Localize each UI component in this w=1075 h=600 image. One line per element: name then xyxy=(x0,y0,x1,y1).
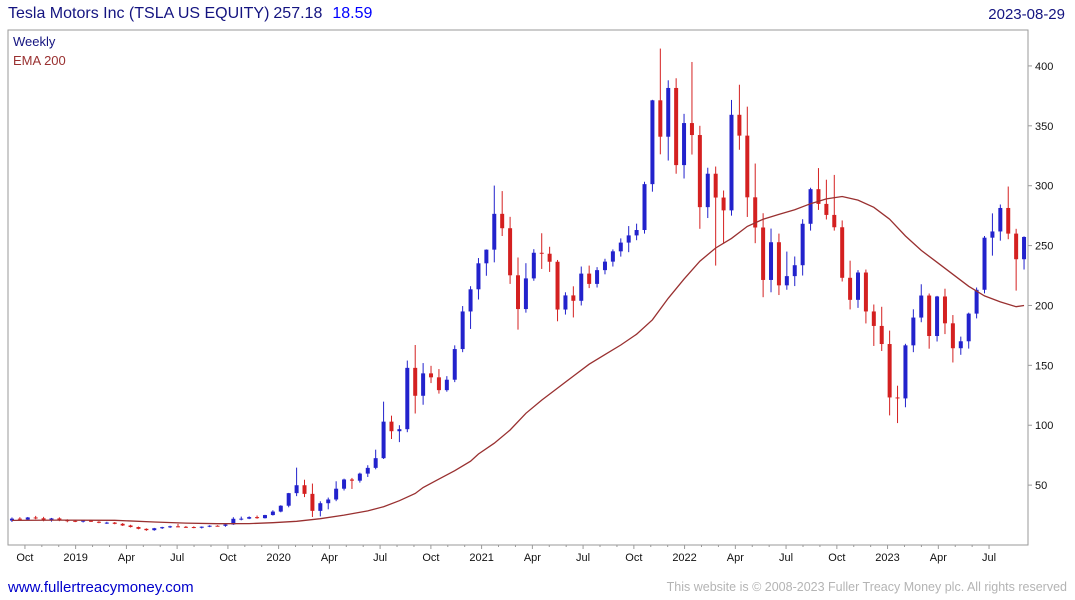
svg-text:200: 200 xyxy=(1035,300,1053,312)
y-axis: 50 100 150 200 250 300 350 400 xyxy=(1028,61,1053,492)
svg-text:Apr: Apr xyxy=(727,552,744,564)
svg-text:Oct: Oct xyxy=(625,552,642,564)
svg-text:2019: 2019 xyxy=(63,552,87,564)
svg-text:Oct: Oct xyxy=(219,552,236,564)
svg-text:300: 300 xyxy=(1035,181,1053,193)
svg-text:Apr: Apr xyxy=(321,552,338,564)
svg-text:50: 50 xyxy=(1035,480,1047,492)
plot-frame xyxy=(7,29,1029,546)
svg-text:Oct: Oct xyxy=(422,552,439,564)
chart-title: Tesla Motors Inc (TSLA US EQUITY) 257.18 1… xyxy=(8,5,372,23)
chart-date: 2023-08-29 xyxy=(988,6,1065,23)
svg-text:Oct: Oct xyxy=(16,552,33,564)
copyright-text: This website is © 2008-2023 Fuller Treac… xyxy=(666,580,1067,594)
ema-line xyxy=(11,195,1025,525)
svg-text:2023: 2023 xyxy=(875,552,899,564)
svg-text:Apr: Apr xyxy=(118,552,135,564)
svg-text:2021: 2021 xyxy=(469,552,493,564)
svg-text:Apr: Apr xyxy=(524,552,541,564)
svg-text:Jul: Jul xyxy=(576,552,590,564)
svg-text:Jul: Jul xyxy=(373,552,387,564)
svg-text:Oct: Oct xyxy=(828,552,845,564)
website-link[interactable]: www.fullertreacymoney.com xyxy=(8,579,194,596)
candles xyxy=(9,48,1027,531)
svg-text:2020: 2020 xyxy=(266,552,290,564)
last-price: 257.18 xyxy=(273,5,323,22)
legend-ema-200: EMA 200 xyxy=(13,53,66,68)
svg-text:Apr: Apr xyxy=(930,552,947,564)
svg-text:400: 400 xyxy=(1035,61,1053,73)
svg-text:Jul: Jul xyxy=(170,552,184,564)
svg-text:2022: 2022 xyxy=(672,552,696,564)
svg-text:100: 100 xyxy=(1035,420,1053,432)
svg-text:Jul: Jul xyxy=(982,552,996,564)
x-axis: Oct 2019 Apr Jul Oct 2020 Apr Jul Oct 2021 Apr Jul O… xyxy=(16,545,996,564)
chart-legend: Weekly EMA 200 xyxy=(13,32,66,70)
instrument-name: Tesla Motors Inc (TSLA US EQUITY) xyxy=(8,5,270,22)
legend-timeframe: Weekly xyxy=(13,34,56,49)
svg-text:150: 150 xyxy=(1035,360,1053,372)
svg-text:350: 350 xyxy=(1035,121,1053,133)
svg-text:250: 250 xyxy=(1035,241,1053,253)
svg-text:Jul: Jul xyxy=(779,552,793,564)
price-change: 18.59 xyxy=(332,5,373,22)
